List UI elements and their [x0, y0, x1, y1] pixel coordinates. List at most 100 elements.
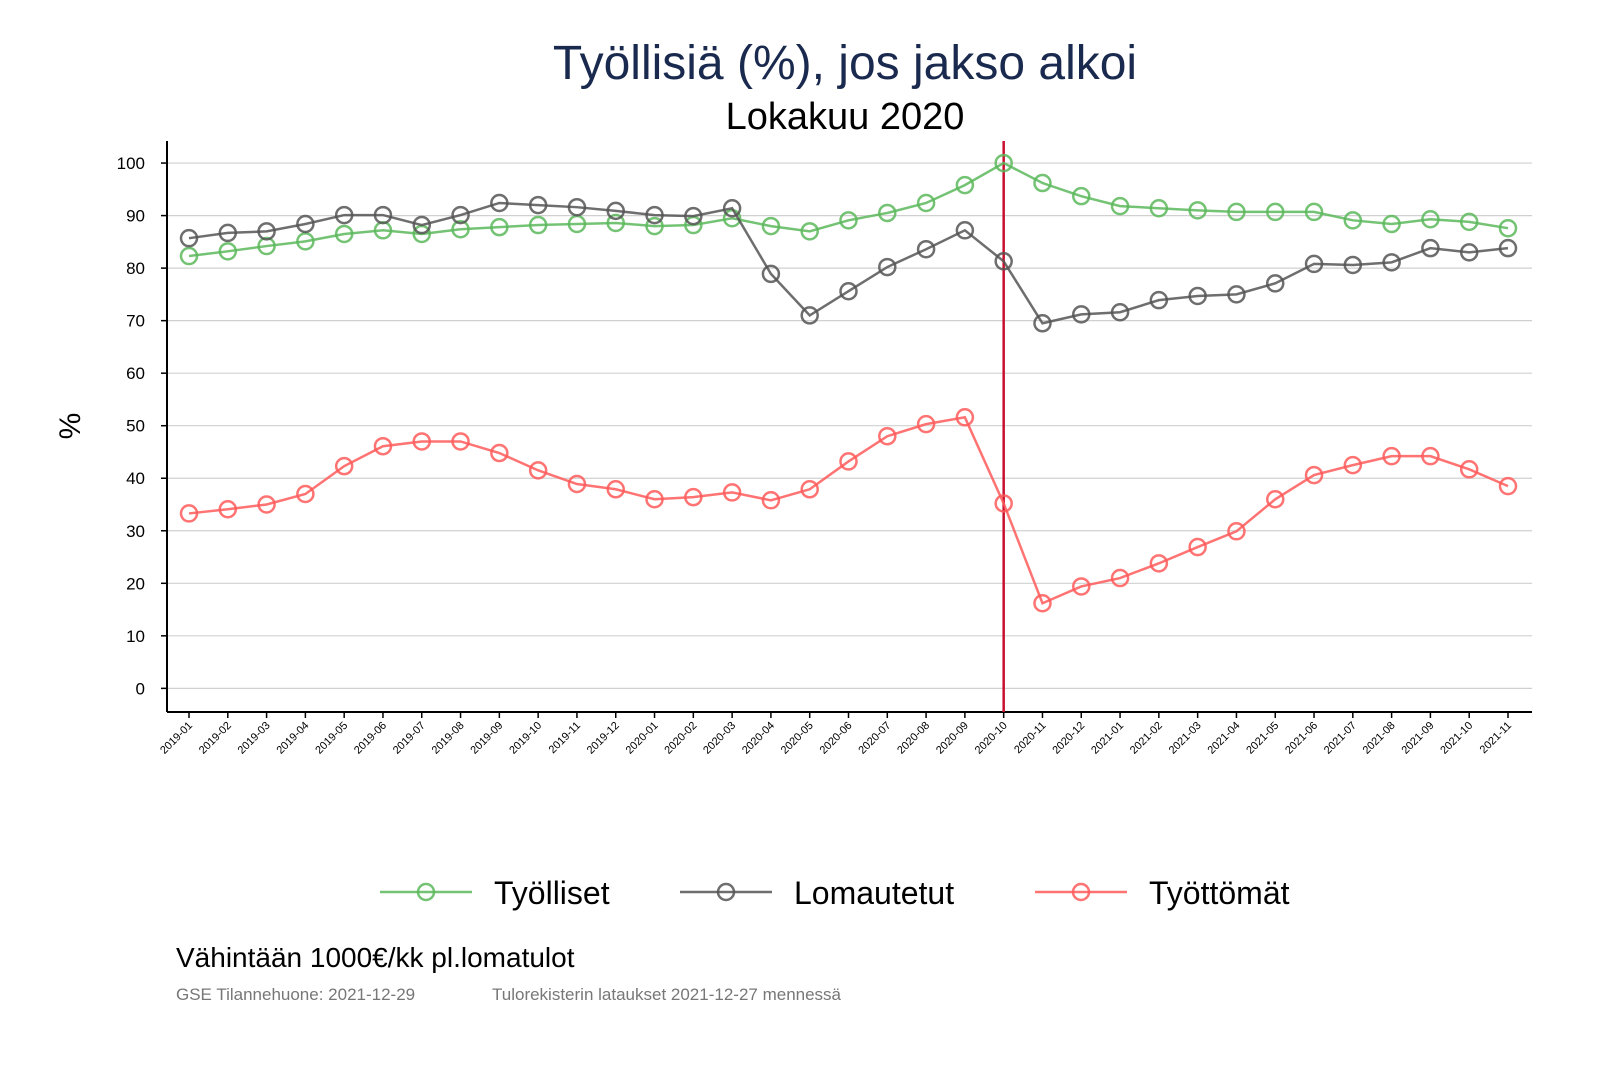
x-tick-label: 2019-08 [430, 720, 467, 757]
x-tick-label: 2019-07 [391, 720, 428, 757]
data-point-tylliset [1421, 210, 1440, 229]
data-point-tylliset [451, 220, 470, 239]
data-point-tylliset [179, 246, 199, 266]
y-tick-label: 10 [126, 627, 145, 646]
data-point-lomautetut [490, 193, 509, 213]
legend-label: Työlliset [494, 875, 610, 911]
data-point-lomautetut [179, 228, 199, 248]
x-tick-label: 2021-04 [1206, 720, 1243, 757]
data-point-tyttmt [179, 504, 199, 523]
data-point-lomautetut [800, 306, 819, 325]
data-point-lomautetut [296, 214, 315, 234]
legend-label: Lomautetut [794, 875, 954, 911]
y-tick-label: 80 [126, 259, 145, 278]
data-point-tylliset [994, 153, 1013, 173]
data-point-lomautetut [684, 206, 703, 226]
data-point-tyttmt [684, 487, 703, 507]
data-point-lomautetut [1072, 305, 1091, 324]
data-point-lomautetut [218, 223, 238, 243]
x-tick-label: 2020-12 [1050, 720, 1087, 757]
data-point-tyttmt [528, 461, 548, 480]
data-point-tyttmt [296, 484, 315, 504]
data-point-tyttmt [645, 490, 664, 509]
data-point-lomautetut [1343, 255, 1363, 275]
data-point-tylliset [218, 242, 238, 261]
x-tick-label: 2020-11 [1012, 720, 1048, 756]
x-tick-label: 2021-01 [1089, 720, 1126, 757]
chart-title: Työllisiä (%), jos jakso alkoi [552, 37, 1138, 90]
data-point-tylliset [490, 217, 509, 237]
x-tick-label: 2019-09 [468, 720, 505, 757]
data-point-tyttmt [1382, 446, 1401, 466]
data-point-lomautetut [1265, 274, 1285, 293]
data-point-tylliset [606, 213, 625, 233]
data-point-lomautetut [761, 264, 781, 284]
data-point-tylliset [955, 175, 975, 195]
data-point-tylliset [1188, 201, 1207, 220]
data-point-tylliset [1343, 211, 1363, 230]
data-point-tyttmt [1227, 522, 1246, 541]
data-note-text: Tulorekisterin lataukset 2021-12-27 menn… [492, 985, 842, 1004]
y-tick-label: 20 [126, 574, 145, 593]
data-point-tylliset [916, 193, 936, 213]
data-point-tyttmt [412, 432, 432, 451]
data-point-tylliset [800, 222, 819, 241]
data-point-tyttmt [722, 483, 742, 502]
data-point-lomautetut [257, 222, 276, 241]
data-point-lomautetut [1382, 253, 1401, 272]
legend-marker [716, 882, 736, 902]
data-point-tylliset [878, 203, 897, 223]
data-point-lomautetut [1498, 238, 1518, 258]
data-point-tyttmt [1304, 465, 1324, 485]
data-point-tyttmt [994, 494, 1013, 513]
data-point-tyttmt [1188, 537, 1207, 557]
data-point-tyttmt [839, 452, 858, 471]
x-tick-label: 2019-05 [313, 720, 350, 757]
data-point-tyttmt [490, 443, 509, 463]
data-point-tyttmt [1072, 577, 1091, 596]
data-point-lomautetut [1110, 302, 1130, 322]
data-point-tyttmt [878, 426, 897, 446]
x-tick-label: 2021-09 [1399, 720, 1436, 757]
data-point-tyttmt [1498, 476, 1518, 496]
data-point-lomautetut [528, 195, 548, 215]
data-point-tylliset [528, 215, 548, 235]
x-tick-label: 2021-02 [1128, 720, 1165, 757]
y-tick-label: 60 [126, 364, 145, 383]
chart-subtitle: Lokakuu 2020 [725, 96, 965, 138]
data-point-tylliset [1149, 198, 1169, 218]
legend-marker [1071, 882, 1091, 902]
data-point-lomautetut [722, 198, 742, 218]
legend-label: Työttömät [1149, 875, 1290, 911]
data-point-tylliset [839, 211, 858, 230]
data-point-lomautetut [916, 239, 936, 259]
data-point-lomautetut [1188, 286, 1207, 306]
data-point-tyttmt [761, 491, 781, 510]
data-point-tyttmt [218, 499, 238, 519]
x-tick-label: 2021-06 [1283, 720, 1320, 757]
data-point-lomautetut [373, 205, 393, 225]
data-point-lomautetut [955, 221, 975, 240]
data-point-tylliset [1304, 202, 1324, 222]
series-line-tylliset [188, 161, 1509, 258]
x-tick-label: 2019-10 [507, 720, 544, 757]
x-tick-label: 2021-11 [1478, 720, 1514, 756]
data-point-tylliset [1382, 214, 1401, 234]
x-tick-label: 2019-06 [352, 720, 389, 757]
y-tick-label: 90 [126, 207, 145, 226]
data-point-tyttmt [257, 495, 276, 514]
x-tick-label: 2020-06 [818, 720, 855, 757]
data-point-tylliset [761, 216, 781, 236]
data-point-tylliset [1459, 212, 1479, 232]
data-point-lomautetut [451, 205, 470, 225]
data-point-lomautetut [606, 201, 625, 221]
data-point-tyttmt [606, 480, 625, 499]
data-point-lomautetut [994, 252, 1013, 271]
x-tick-label: 2020-04 [740, 720, 777, 757]
x-tick-label: 2021-07 [1322, 720, 1359, 757]
data-point-tylliset [1072, 186, 1091, 206]
data-point-tyttmt [1110, 568, 1130, 588]
y-tick-label: 50 [126, 417, 145, 436]
x-tick-label: 2020-03 [701, 720, 738, 757]
